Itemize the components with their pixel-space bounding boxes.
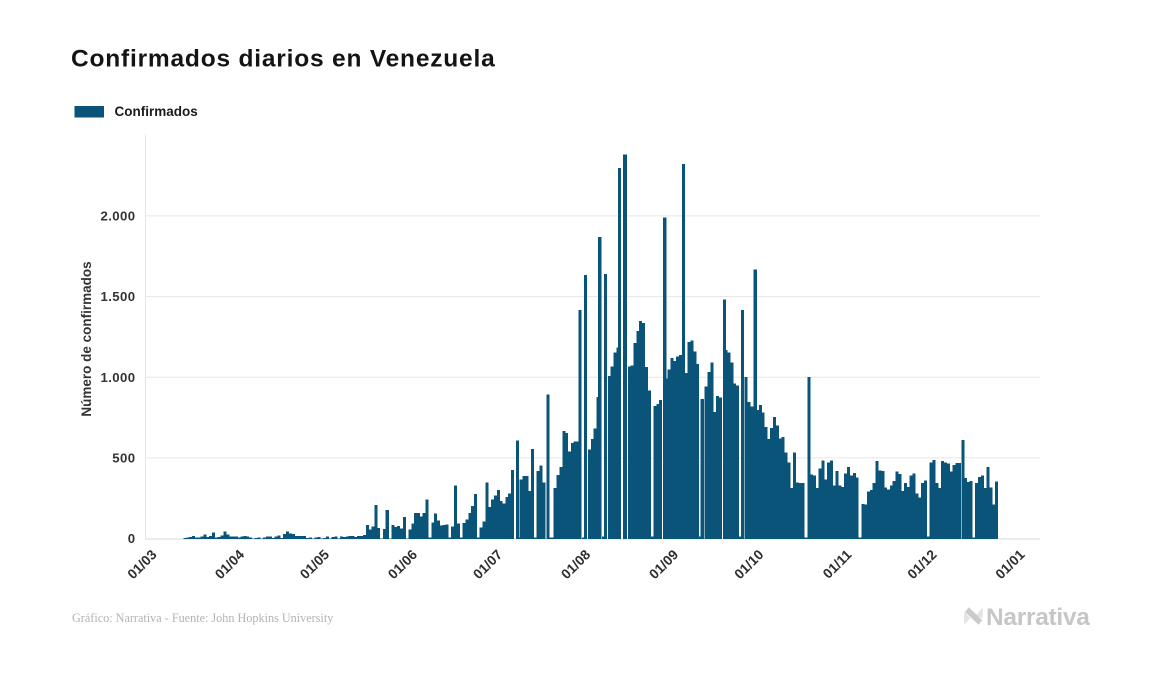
svg-text:0: 0 [128,531,136,546]
svg-text:2.000: 2.000 [100,209,135,224]
svg-text:Número de confirmados: Número de confirmados [79,261,94,416]
svg-text:Gráfico: Narrativa - Fuente: J: Gráfico: Narrativa - Fuente: John Hopkin… [72,611,334,625]
svg-text:1.500: 1.500 [100,289,135,304]
svg-text:Confirmados: Confirmados [115,104,198,119]
svg-text:Narrativa: Narrativa [986,604,1090,631]
svg-text:Confirmados diarios en Venezue: Confirmados diarios en Venezuela [71,46,496,73]
svg-text:500: 500 [112,451,135,466]
svg-text:1.000: 1.000 [100,370,135,385]
